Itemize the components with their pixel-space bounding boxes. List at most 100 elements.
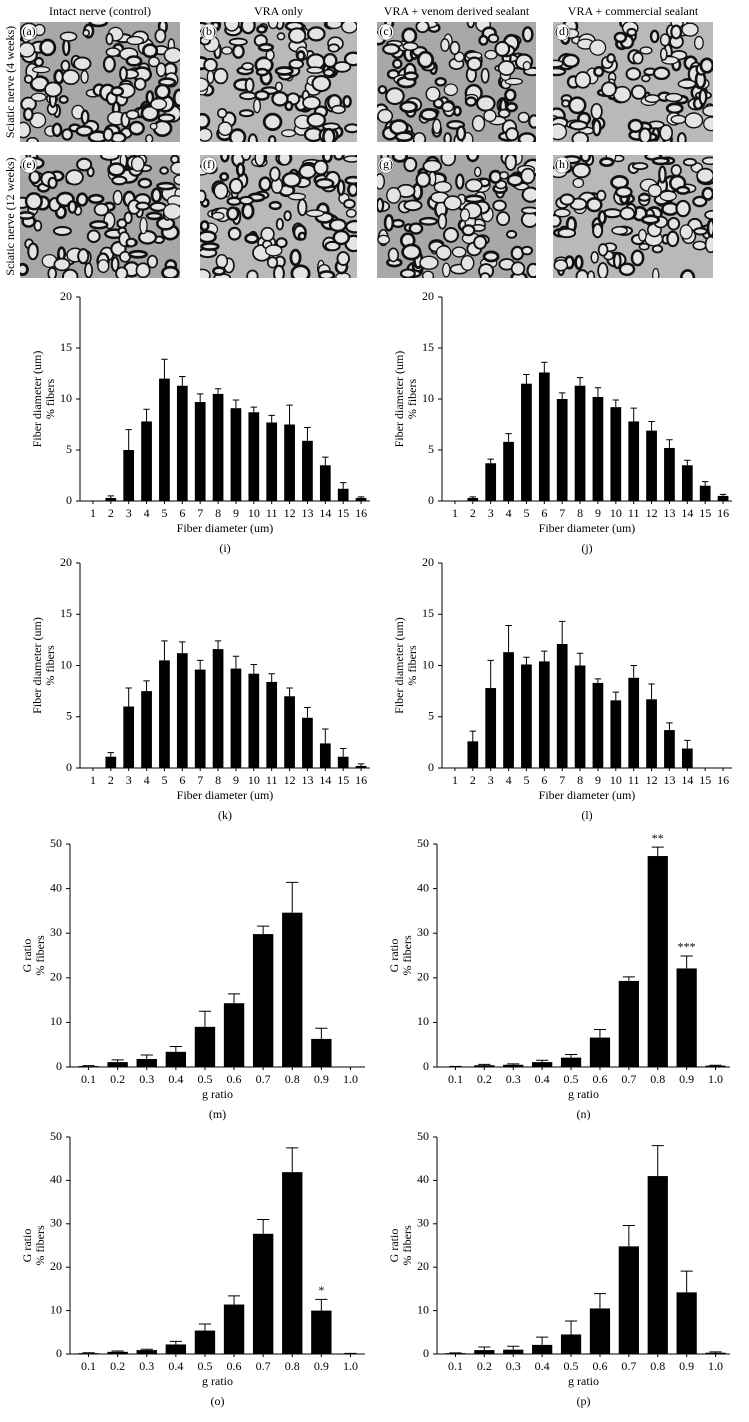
axon bbox=[401, 243, 422, 261]
micrograph: (g) bbox=[377, 155, 536, 278]
axon bbox=[520, 206, 536, 215]
error-bar bbox=[507, 1063, 520, 1065]
x-tick-label: 1 bbox=[452, 773, 458, 787]
error-bar bbox=[594, 678, 602, 683]
x-tick-label: 16 bbox=[355, 773, 367, 787]
error-bar bbox=[196, 659, 204, 670]
axon bbox=[461, 224, 476, 237]
x-axis-label: g ratio bbox=[202, 1374, 233, 1388]
x-tick-label: 14 bbox=[681, 773, 693, 787]
axon bbox=[88, 22, 108, 28]
x-tick-label: 2 bbox=[470, 506, 476, 520]
bar bbox=[337, 488, 349, 501]
y-tick-label: 40 bbox=[417, 1172, 429, 1186]
axon bbox=[246, 269, 259, 278]
x-tick-label: 8 bbox=[215, 773, 221, 787]
axon bbox=[306, 112, 327, 128]
axon bbox=[434, 76, 447, 87]
x-tick-label: 0.5 bbox=[564, 1359, 579, 1373]
bar bbox=[136, 1350, 157, 1354]
x-tick-label: 4 bbox=[506, 506, 512, 520]
axon bbox=[228, 177, 244, 195]
error-bar bbox=[630, 665, 637, 678]
bar bbox=[212, 393, 224, 501]
axon bbox=[336, 179, 346, 196]
axon bbox=[675, 185, 691, 195]
x-tick-label: 0.6 bbox=[227, 1359, 242, 1373]
error-bar bbox=[523, 656, 530, 665]
axon bbox=[704, 209, 713, 220]
axon bbox=[58, 95, 69, 105]
error-bar bbox=[469, 496, 477, 498]
bar bbox=[532, 1344, 553, 1354]
y-tick-label: 10 bbox=[422, 657, 434, 671]
bar bbox=[467, 741, 479, 768]
y-axis-label: G ratio bbox=[387, 1229, 401, 1263]
x-tick-label: 0.1 bbox=[81, 1072, 96, 1086]
error-bar bbox=[478, 1063, 491, 1066]
bar bbox=[628, 677, 640, 768]
y-tick-label: 5 bbox=[66, 709, 72, 723]
x-tick-label: 11 bbox=[628, 506, 640, 520]
axon bbox=[435, 245, 452, 261]
axon bbox=[597, 210, 607, 225]
axon bbox=[135, 262, 151, 278]
axons bbox=[553, 22, 713, 142]
bar bbox=[503, 1064, 524, 1067]
axon bbox=[241, 62, 254, 71]
axon bbox=[77, 248, 90, 265]
axon bbox=[677, 79, 697, 89]
x-tick-label: 1.0 bbox=[343, 1359, 358, 1373]
y-tick-label: 50 bbox=[50, 1129, 62, 1143]
axon bbox=[586, 270, 596, 278]
axon bbox=[692, 240, 707, 251]
y-tick-label: 15 bbox=[422, 340, 434, 354]
bar bbox=[532, 1062, 553, 1067]
column-header: VRA + commercial sealant bbox=[568, 4, 699, 18]
axon bbox=[638, 127, 652, 142]
x-tick-label: 0.1 bbox=[448, 1072, 463, 1086]
bar bbox=[485, 688, 497, 768]
axon bbox=[618, 262, 636, 276]
x-tick-label: 0.9 bbox=[679, 1072, 694, 1086]
axon bbox=[572, 177, 585, 189]
axon bbox=[592, 119, 602, 137]
axon bbox=[652, 267, 660, 278]
y-axis-label: % fibers bbox=[33, 1225, 47, 1266]
axon bbox=[111, 175, 128, 186]
y-tick-label: 30 bbox=[50, 1216, 62, 1230]
axon bbox=[163, 203, 180, 220]
bar bbox=[212, 649, 224, 768]
bar bbox=[474, 1350, 495, 1354]
axon bbox=[226, 206, 240, 221]
axon bbox=[526, 262, 536, 278]
axon bbox=[626, 27, 637, 37]
y-tick-label: 10 bbox=[60, 391, 72, 405]
axon bbox=[290, 264, 311, 278]
axon bbox=[226, 196, 242, 206]
axon bbox=[311, 74, 332, 93]
x-tick-label: 0.1 bbox=[448, 1359, 463, 1373]
y-tick-label: 20 bbox=[60, 289, 72, 303]
axon bbox=[449, 40, 461, 56]
axon bbox=[482, 250, 500, 263]
bar bbox=[302, 440, 313, 501]
bar bbox=[230, 408, 242, 501]
y-tick-label: 0 bbox=[428, 493, 434, 507]
axon bbox=[20, 262, 29, 276]
bar bbox=[159, 378, 170, 501]
error-bar bbox=[250, 406, 258, 413]
panel-letter: (c) bbox=[379, 24, 392, 38]
axon bbox=[200, 127, 213, 142]
axon bbox=[649, 29, 660, 44]
micrograph: (e) bbox=[20, 155, 180, 278]
axon bbox=[412, 132, 427, 142]
x-axis-label: Fiber diameter (um) bbox=[177, 521, 274, 535]
caption: (l) bbox=[581, 808, 592, 822]
axon bbox=[135, 201, 151, 211]
axon bbox=[213, 67, 229, 85]
axons bbox=[553, 155, 713, 278]
y-tick-label: 0 bbox=[423, 1059, 429, 1073]
x-tick-label: 1 bbox=[90, 773, 96, 787]
bar bbox=[123, 706, 135, 768]
